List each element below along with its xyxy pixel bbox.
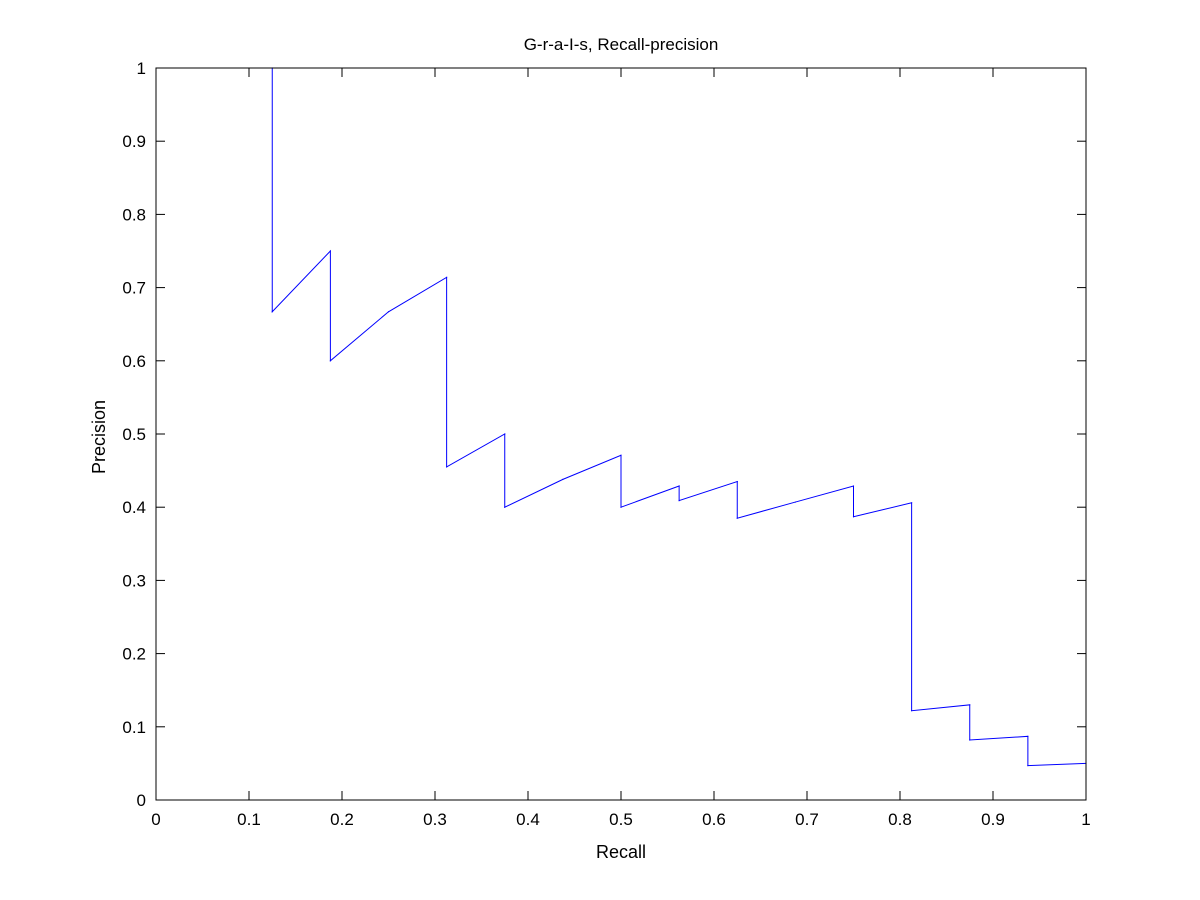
x-tick-label: 1 <box>1081 810 1090 829</box>
data-point <box>446 466 448 468</box>
plot-area <box>156 68 1086 800</box>
data-point <box>1027 735 1029 737</box>
x-tick-label: 0.7 <box>795 810 819 829</box>
y-tick-label: 0.4 <box>122 498 146 517</box>
data-point <box>678 500 680 502</box>
data-point <box>911 710 913 712</box>
series-layer <box>271 67 1087 767</box>
data-point <box>446 276 448 278</box>
data-point <box>387 311 390 313</box>
data-point <box>911 502 913 504</box>
data-point <box>852 485 855 487</box>
y-tick-label: 0.7 <box>122 279 146 298</box>
data-point <box>504 433 506 435</box>
chart-title: G-r-a-I-s, Recall-precision <box>524 35 719 54</box>
x-tick-label: 0.5 <box>609 810 633 829</box>
x-tick-label: 0.3 <box>423 810 447 829</box>
data-point <box>271 311 273 313</box>
x-tick-label: 0.9 <box>981 810 1005 829</box>
y-tick-label: 0.6 <box>122 352 146 371</box>
precision-recall-line <box>271 68 1087 767</box>
data-point <box>504 506 506 508</box>
data-point <box>794 501 796 503</box>
data-point <box>969 704 971 706</box>
y-tick-label: 0.1 <box>122 718 146 737</box>
x-tick-label: 0.6 <box>702 810 726 829</box>
x-tick-label: 0.2 <box>330 810 354 829</box>
y-tick-label: 0 <box>137 791 146 810</box>
data-point <box>969 739 971 741</box>
data-point <box>620 506 622 508</box>
x-axis-label: Recall <box>596 842 646 862</box>
y-tick-label: 0.8 <box>122 205 146 224</box>
data-point <box>736 480 738 483</box>
y-tick-label: 0.2 <box>122 645 146 664</box>
x-tick-label: 0.8 <box>888 810 912 829</box>
data-point <box>562 478 564 480</box>
y-tick-label: 0.9 <box>122 132 146 151</box>
x-tick-label: 0.1 <box>237 810 261 829</box>
x-tick-label: 0 <box>151 810 160 829</box>
axes-box <box>155 67 1087 801</box>
y-axis-label: Precision <box>89 400 109 474</box>
x-tick-label: 0.4 <box>516 810 540 829</box>
data-point <box>1027 764 1029 767</box>
y-tick-label: 0.5 <box>122 425 146 444</box>
y-tick-label: 0.3 <box>122 571 146 590</box>
data-point <box>736 517 738 519</box>
data-point <box>329 360 331 362</box>
data-point <box>678 485 680 487</box>
data-point <box>329 250 331 252</box>
ticks-layer: 0 0.1 0.2 0.3 0.4 0.5 0.6 0.7 0.8 0.9 1 0 0.1 0.2 0.3 0… <box>122 59 1090 829</box>
data-point <box>620 454 622 456</box>
data-point <box>852 516 855 518</box>
y-tick-label: 1 <box>137 59 146 78</box>
